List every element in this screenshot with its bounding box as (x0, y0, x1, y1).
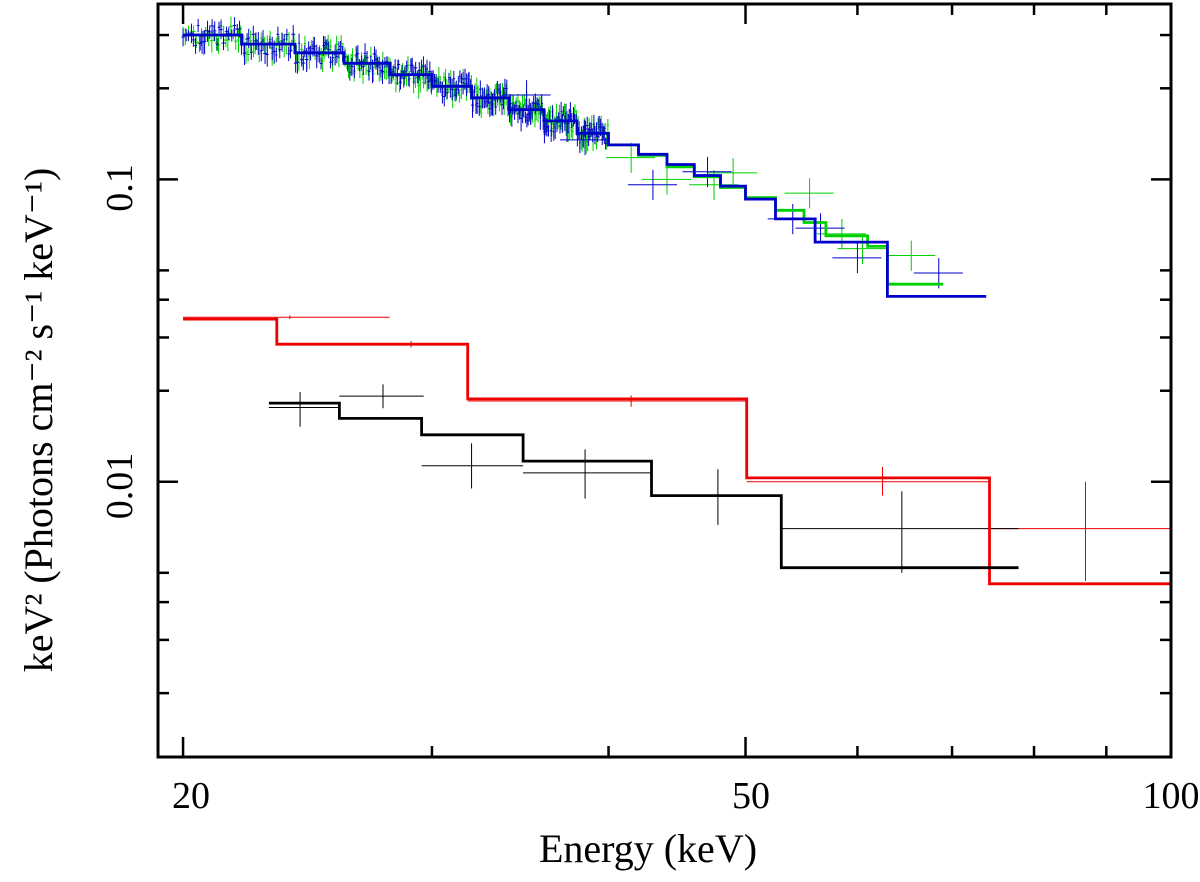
data-layer (181, 16, 1171, 581)
data-points-red (183, 315, 1171, 581)
data-points-blue (181, 17, 963, 289)
model-line-red (183, 317, 1171, 586)
x-tick-label-50: 50 (732, 775, 770, 817)
x-tick-label-20: 20 (172, 775, 210, 817)
axis-ticks (158, 4, 1173, 757)
model-line-black (268, 401, 1019, 570)
model-layer (183, 33, 1171, 586)
data-points-green (181, 16, 936, 271)
model-line-blue (183, 33, 987, 298)
y-tick-label-0.1: 0.1 (99, 164, 141, 212)
x-axis-title: Energy (keV) (539, 826, 757, 871)
plot-frame (156, 2, 1173, 759)
y-tick-label-0.01: 0.01 (99, 453, 141, 520)
y-axis-title: keV² (Photons cm⁻² s⁻¹ keV⁻¹) (16, 168, 61, 673)
x-tick-label-100: 100 (1143, 775, 1200, 817)
